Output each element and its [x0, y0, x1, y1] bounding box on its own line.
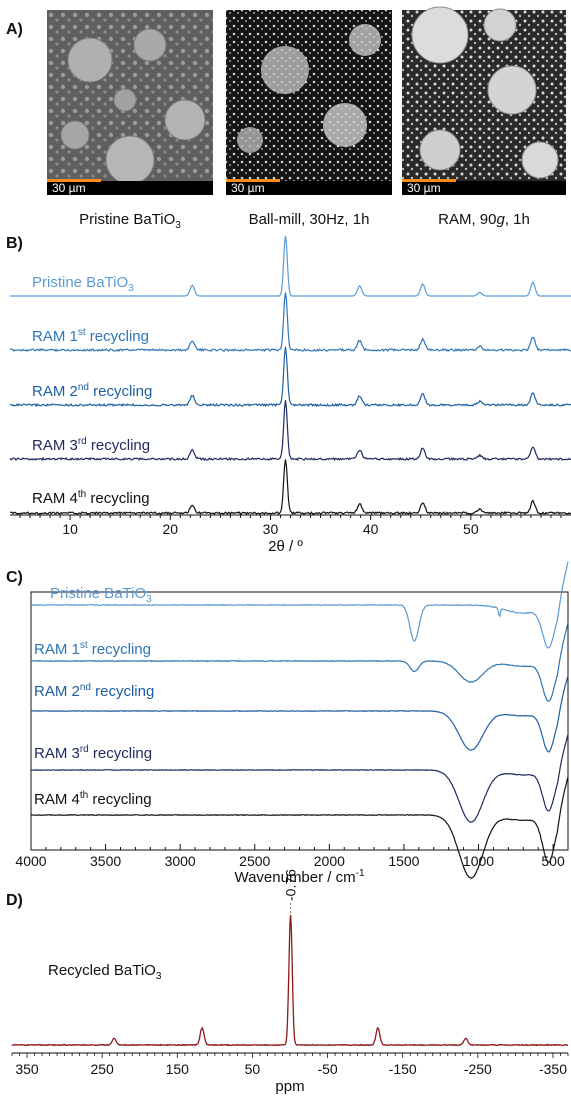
xrd-series-label: RAM 3rd recycling: [32, 436, 150, 454]
ftir-series-line: [30, 622, 569, 702]
ftir-series-line: [31, 561, 569, 649]
nmr-tick-label: 250: [90, 1061, 114, 1077]
xrd-series-line: [9, 459, 571, 515]
ftir-tick-label: 500: [541, 853, 565, 869]
xrd-tick-label: 40: [363, 521, 379, 537]
nmr-chart: 350 250 150 50 -50 -150 -250 -350 ppm -0.76 Recycl…: [11, 869, 569, 1095]
ftir-tick-label: 1000: [463, 853, 494, 869]
sem-image-ram: 30 µm: [402, 6, 566, 195]
panel-letter-b: B): [6, 235, 23, 252]
xrd-series-label: RAM 4th recycling: [32, 489, 150, 507]
ftir-x-axis-title: Wavenumber / cm-1: [234, 868, 364, 886]
xrd-series-label: RAM 1st recycling: [32, 327, 149, 345]
ftir-series-line: [30, 675, 569, 753]
nmr-tick-label: 50: [245, 1061, 261, 1077]
scale-bar-label: 30 µm: [231, 181, 265, 195]
nmr-x-axis-title: ppm: [275, 1078, 304, 1095]
xrd-tick-label: 10: [62, 521, 78, 537]
ftir-tick-label: 2000: [314, 853, 345, 869]
ftir-series-line: [30, 777, 569, 880]
caption-ram: RAM, 90g, 1h: [438, 211, 530, 228]
nmr-tick-label: -350: [539, 1061, 567, 1077]
scale-bar-label: 30 µm: [407, 181, 441, 195]
nmr-tick-label: -150: [389, 1061, 417, 1077]
xrd-series-label: Pristine BaTiO3: [32, 274, 134, 294]
caption-ball-mill: Ball-mill, 30Hz, 1h: [249, 211, 370, 228]
panel-letter-c: C): [6, 569, 23, 586]
xrd-tick-label: 20: [162, 521, 178, 537]
ftir-series-label: RAM 1st recycling: [34, 640, 151, 658]
scale-bar-label: 30 µm: [52, 181, 86, 195]
xrd-x-axis-title: 2θ / º: [268, 538, 303, 555]
sem-image-ball-mill: 30 µm: [226, 10, 392, 195]
nmr-series-line: [11, 914, 569, 1047]
ftir-series-label: RAM 2nd recycling: [34, 682, 154, 700]
xrd-tick-label: 50: [463, 521, 479, 537]
ftir-tick-label: 3000: [165, 853, 196, 869]
panel-letter-d: D): [6, 892, 23, 909]
caption-pristine: Pristine BaTiO3: [79, 211, 181, 231]
ftir-tick-label: 4000: [15, 853, 46, 869]
panel-letter-a: A): [6, 21, 23, 38]
nmr-tick-label: 350: [15, 1061, 39, 1077]
xrd-series-label: RAM 2nd recycling: [32, 382, 152, 400]
xrd-series-line: [9, 292, 571, 353]
xrd-series-line: [9, 400, 571, 462]
ftir-tick-label: 3500: [90, 853, 121, 869]
ftir-chart: Pristine BaTiO3 RAM 1st recycling RAM 2nd …: [15, 561, 569, 886]
xrd-tick-label: 30: [263, 521, 279, 537]
nmr-peak-annotation: -0.76: [283, 869, 299, 901]
nmr-tick-label: -250: [464, 1061, 492, 1077]
sem-image-pristine: 30 µm: [47, 10, 213, 195]
ftir-series-line: [30, 734, 569, 823]
nmr-tick-label: -50: [317, 1061, 337, 1077]
xrd-chart: Pristine BaTiO3 RAM 1st recycling RAM 2nd …: [9, 235, 571, 555]
xrd-series-line: [10, 235, 571, 297]
nmr-tick-label: 150: [166, 1061, 190, 1077]
ftir-tick-label: 2500: [239, 853, 270, 869]
nmr-series-label: Recycled BaTiO3: [48, 962, 162, 982]
ftir-series-label: RAM 3rd recycling: [34, 744, 152, 762]
ftir-tick-label: 1500: [388, 853, 419, 869]
xrd-series-line: [9, 346, 571, 408]
ftir-series-label: Pristine BaTiO3: [50, 585, 152, 605]
ftir-frame: [30, 591, 569, 851]
ftir-series-label: RAM 4th recycling: [34, 790, 152, 808]
